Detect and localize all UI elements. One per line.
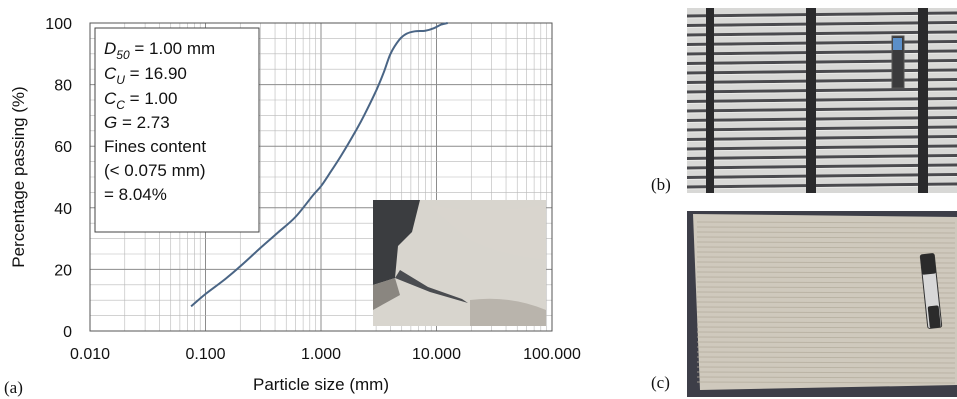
fines-line-3: = 8.04% <box>104 185 167 204</box>
grading-curve <box>190 22 448 308</box>
cu-label: CU = 16.90 <box>104 64 187 87</box>
fines-line-2: (< 0.075 mm) <box>104 161 206 180</box>
y-tick-label: 60 <box>54 139 72 156</box>
x-tick-label: 100.000 <box>523 346 581 363</box>
y-tick-label: 20 <box>54 262 72 279</box>
panel-label-b: (b) <box>651 175 671 194</box>
panel-label-c: (c) <box>651 373 670 392</box>
y-tick-label: 80 <box>54 78 72 95</box>
cc-label: CC = 1.00 <box>104 89 177 112</box>
y-axis-label: Percentage passing (%) <box>9 86 28 267</box>
x-axis-label: Particle size (mm) <box>253 375 389 394</box>
y-tick-label: 40 <box>54 201 72 218</box>
x-tick-labels: 0.010 0.100 1.000 10.000 100.000 <box>70 346 581 363</box>
sand-sample-photo <box>373 200 546 326</box>
x-tick-label: 0.010 <box>70 346 110 363</box>
geotextile-photo <box>687 211 957 397</box>
y-tick-label: 0 <box>63 324 72 341</box>
x-tick-label: 0.100 <box>185 346 225 363</box>
panel-label-a: (a) <box>4 378 23 397</box>
properties-box: D50 = 1.00 mm CU = 16.90 CC = 1.00 G = 2… <box>94 27 260 233</box>
g-label: G = 2.73 <box>104 113 170 132</box>
plot-frame <box>89 22 553 332</box>
x-tick-label: 10.000 <box>412 346 461 363</box>
fines-line-1: Fines content <box>104 137 206 156</box>
x-tick-label: 1.000 <box>301 346 341 363</box>
geogrid-photo <box>686 8 957 193</box>
y-tick-labels: 0 20 40 60 80 100 <box>45 16 72 341</box>
d50-label: D50 = 1.00 mm <box>104 39 215 62</box>
y-tick-label: 100 <box>45 16 72 33</box>
